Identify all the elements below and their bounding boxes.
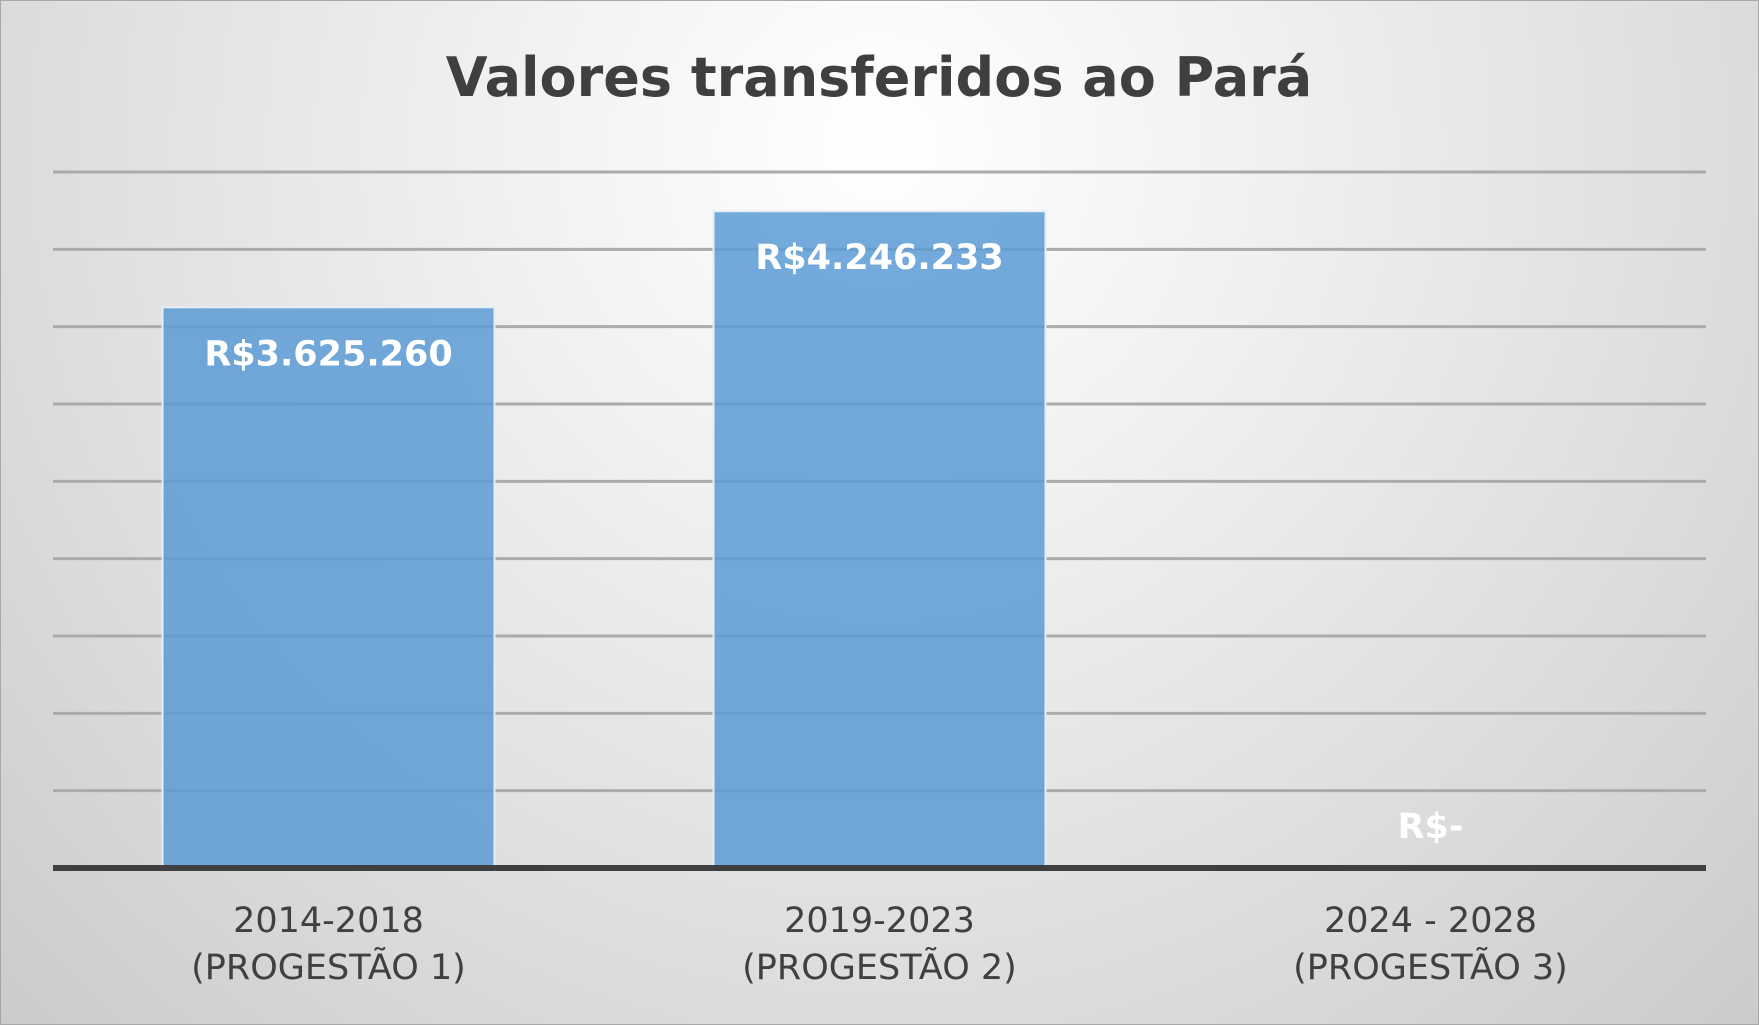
data-labels: R$3.625.260 R$4.246.233 R$- xyxy=(204,238,1463,847)
data-label-3: R$- xyxy=(1398,807,1464,847)
data-label-1: R$3.625.260 xyxy=(204,334,452,374)
x-axis-tick-labels: 2014-2018 (PROGESTÃO 1) 2019-2023 (PROGESTÃ… xyxy=(191,901,1568,988)
bar-1 xyxy=(161,306,496,870)
bars xyxy=(161,210,1047,870)
bar-2 xyxy=(712,210,1047,870)
x-tick-label-1: 2014-2018 (PROGESTÃO 1) xyxy=(191,901,466,988)
chart-title: Valores transferidos ao Pará xyxy=(446,46,1312,109)
x-tick-label-3: 2024 - 2028 (PROGESTÃO 3) xyxy=(1293,901,1568,988)
data-label-2: R$4.246.233 xyxy=(755,238,1003,278)
x-tick-label-2: 2019-2023 (PROGESTÃO 2) xyxy=(742,901,1017,988)
